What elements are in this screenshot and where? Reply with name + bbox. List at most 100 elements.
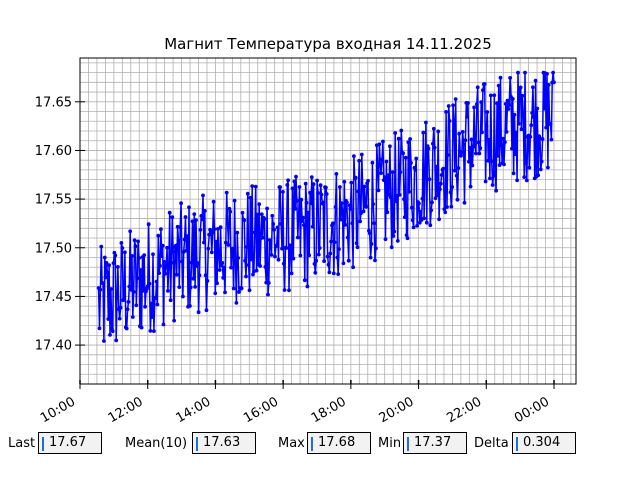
data-point: [299, 197, 304, 202]
data-point: [437, 217, 441, 222]
data-point: [395, 239, 400, 243]
delta-value: 0.304: [523, 435, 561, 450]
data-point: [468, 184, 473, 189]
data-point: [442, 207, 447, 212]
data-point: [239, 286, 244, 291]
data-point: [524, 178, 529, 183]
data-point: [227, 206, 232, 211]
chart-title: Магнит Температура входная 14.11.2025: [164, 35, 492, 53]
data-point: [523, 70, 527, 75]
data-point: [107, 263, 111, 267]
data-point: [445, 205, 449, 209]
data-point: [542, 106, 547, 111]
data-point: [488, 93, 493, 98]
data-point: [388, 144, 392, 149]
data-point: [179, 201, 184, 206]
data-point: [343, 223, 348, 227]
data-point: [498, 75, 503, 80]
data-point: [444, 110, 448, 114]
data-point: [448, 190, 453, 195]
data-point: [409, 161, 413, 165]
data-point: [302, 223, 306, 228]
data-point: [202, 209, 207, 213]
data-point: [254, 268, 259, 273]
data-point: [355, 245, 360, 250]
data-point: [520, 93, 525, 98]
data-point: [308, 190, 312, 195]
data-point: [521, 112, 526, 117]
data-point: [529, 123, 534, 128]
x-tick-label: 10:00: [38, 394, 78, 426]
x-axis: 10:00 12:00 14:00 16:00 18:00 20:00 22:00 00:00: [38, 380, 555, 426]
data-point: [333, 205, 338, 209]
data-point: [223, 290, 227, 295]
data-point: [336, 272, 341, 276]
data-point: [324, 192, 329, 196]
data-point: [398, 170, 403, 175]
data-point: [206, 246, 211, 251]
data-point: [546, 83, 551, 87]
data-point: [295, 235, 300, 240]
data-point: [263, 265, 268, 269]
data-point: [194, 218, 198, 223]
max-value-field: 17.68: [307, 432, 371, 454]
data-point: [185, 234, 190, 239]
data-point: [309, 201, 313, 206]
data-point: [380, 157, 384, 162]
data-point: [297, 185, 302, 189]
data-point: [349, 180, 354, 185]
data-point: [377, 142, 382, 147]
data-point: [467, 159, 471, 164]
data-point: [426, 146, 431, 151]
data-point: [257, 202, 262, 207]
data-point: [517, 121, 521, 126]
data-point: [538, 167, 543, 172]
data-point: [402, 215, 407, 220]
data-point: [501, 136, 505, 141]
data-point: [413, 167, 418, 172]
data-point: [109, 287, 113, 291]
data-point: [364, 204, 369, 209]
data-point: [348, 207, 353, 212]
field-cursor: [407, 437, 409, 451]
data-point: [240, 210, 245, 215]
data-point: [213, 291, 218, 296]
data-point: [384, 159, 389, 164]
data-point: [292, 179, 297, 184]
data-point: [478, 146, 483, 151]
data-point: [188, 304, 192, 308]
data-point: [190, 219, 195, 224]
x-tick-label: 00:00: [512, 394, 552, 426]
data-point: [439, 173, 444, 177]
mean-label: Mean(10): [125, 436, 188, 451]
data-point: [463, 138, 468, 143]
data-point: [422, 216, 426, 221]
data-point: [136, 239, 141, 244]
data-point: [389, 245, 394, 250]
data-point: [429, 208, 434, 213]
data-point: [431, 141, 435, 146]
data-point: [418, 209, 423, 214]
data-point: [102, 339, 106, 343]
data-point: [385, 210, 390, 215]
data-point: [402, 197, 406, 202]
data-point: [359, 152, 364, 157]
data-point: [469, 137, 474, 142]
data-point: [318, 183, 323, 188]
data-point: [113, 253, 118, 258]
data-point: [445, 153, 450, 157]
data-point: [432, 145, 437, 150]
data-point: [296, 211, 301, 216]
data-point: [354, 241, 359, 246]
data-point: [452, 119, 456, 123]
data-point: [117, 316, 122, 321]
delta-label: Delta: [474, 436, 509, 451]
data-point: [247, 288, 252, 293]
data-point: [326, 262, 331, 267]
data-point: [129, 287, 134, 292]
data-point: [454, 173, 459, 178]
data-point: [457, 131, 462, 136]
data-point: [150, 315, 155, 319]
data-point: [251, 272, 255, 277]
data-point: [487, 137, 491, 142]
